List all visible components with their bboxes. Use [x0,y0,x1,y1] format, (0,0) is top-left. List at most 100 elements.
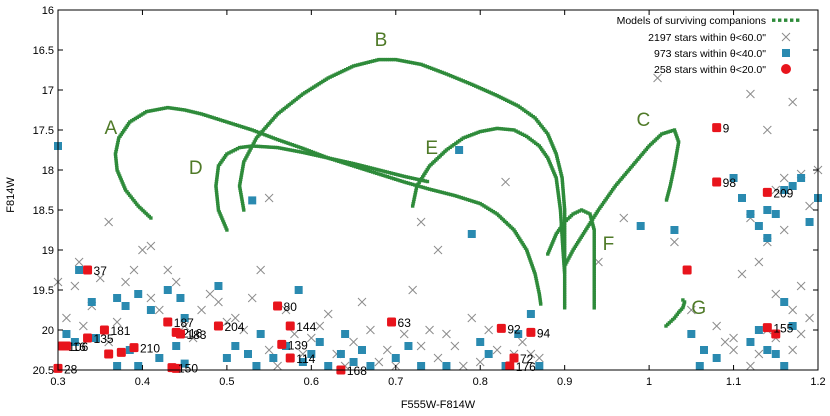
model-point [178,107,183,112]
model-point [214,190,219,195]
model-point [387,175,392,180]
model-point [535,142,540,147]
model-point [527,256,532,260]
model-point [133,200,138,205]
cross-star [129,265,139,275]
model-point [559,174,564,178]
model-point [216,168,220,173]
model-point [242,145,246,149]
model-point [377,172,381,176]
model-point [301,92,305,96]
model-point [493,211,497,215]
model-point [560,180,565,184]
star-label-37: 37 [94,264,108,278]
model-point [121,182,125,186]
model-point [305,148,309,152]
cross-star [737,269,747,279]
cross-star [526,349,536,359]
model-point [506,99,511,103]
square-star [113,362,122,370]
model-point [562,299,567,303]
star-label-187: 187 [174,316,194,330]
model-point [571,248,575,252]
model-point [231,149,235,153]
model-point [448,74,453,78]
model-point [518,105,522,110]
cross-star [188,333,198,343]
model-point [303,151,307,155]
model-point [252,140,257,144]
model-point [592,256,596,261]
model-point [446,192,451,196]
model-point [533,116,537,120]
square-star [788,182,797,190]
cross-star [686,305,696,315]
model-point [248,148,252,152]
cross-star [247,293,257,303]
model-point [592,280,596,284]
model-point [480,129,485,133]
model-point [119,178,124,182]
cross-star [729,333,738,343]
model-point [558,167,562,171]
model-point [417,62,421,66]
model-point [193,110,197,115]
model-point [671,168,676,173]
model-point [377,168,381,172]
model-point [398,58,402,63]
model-point [442,71,447,75]
model-point [412,195,417,199]
star-label-155: 155 [773,322,793,336]
model-point [551,146,556,150]
model-point [215,170,220,175]
model-point [204,113,208,118]
square-star [754,326,763,334]
cross-star [382,345,392,355]
model-point [187,109,191,113]
square-star [535,362,544,370]
model-point [562,239,567,243]
model-point [585,226,589,230]
model-point [562,270,567,274]
model-point [592,267,596,271]
model-point [309,149,314,154]
cross-star [104,337,114,347]
model-point [554,232,558,236]
cross-star [779,225,789,235]
model-point [358,62,362,67]
model-point [419,177,424,181]
model-point [576,241,580,245]
model-point [592,252,596,256]
model-point [117,174,122,178]
model-point [412,197,416,202]
model-point [312,85,316,89]
model-point [562,259,566,263]
model-point [592,291,596,295]
model-point [212,116,216,120]
model-point [410,182,415,187]
model-point [345,160,349,164]
model-point [514,231,519,236]
model-point [588,214,593,218]
cross-star [712,321,722,331]
model-point [117,172,121,176]
y-tick-label: 20.5 [33,365,54,377]
cross-star [273,361,282,371]
model-point [115,168,119,172]
model-point [413,193,417,197]
cross-star [653,73,662,83]
cross-star [230,313,240,323]
model-point [546,156,550,160]
model-point [422,173,426,177]
model-point [562,263,566,267]
model-point [225,228,229,232]
model-point [682,302,686,306]
model-point [489,208,494,213]
model-point [381,57,385,62]
plot-frame [57,9,819,371]
model-point [311,150,316,155]
model-point [560,178,565,182]
model-point [562,265,566,270]
star-label-80: 80 [284,300,298,314]
model-point [592,254,596,258]
